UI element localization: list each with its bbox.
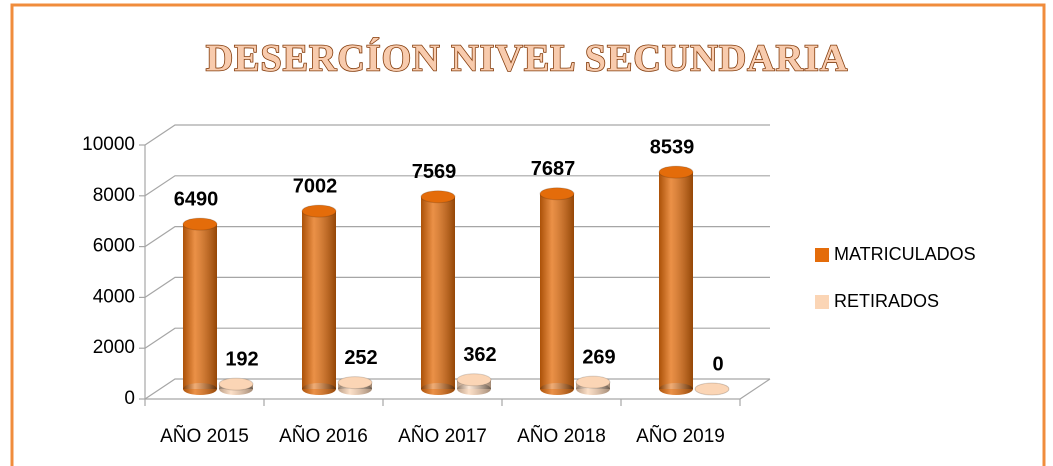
y-tick-label: 4000 bbox=[93, 286, 135, 307]
bar-shade bbox=[302, 211, 336, 389]
value-label: 252 bbox=[344, 347, 377, 369]
bar bbox=[694, 382, 730, 396]
chart-title: DESERCÍON NIVEL SECUNDARIA bbox=[206, 38, 849, 80]
grid-line bbox=[144, 124, 770, 146]
bar-top bbox=[658, 165, 694, 179]
value-label: 6490 bbox=[174, 188, 219, 210]
value-label: 269 bbox=[582, 346, 615, 368]
grid-line bbox=[144, 175, 770, 197]
bar-shade bbox=[540, 193, 574, 389]
y-tick-label: 10000 bbox=[82, 134, 135, 155]
value-label: 8539 bbox=[650, 136, 695, 158]
legend-swatch bbox=[815, 295, 829, 309]
bar bbox=[658, 165, 694, 395]
legend-label: MATRICULADOS bbox=[834, 244, 976, 264]
bar bbox=[420, 190, 456, 395]
bar bbox=[337, 376, 373, 395]
x-tick-label: AÑO 2019 bbox=[636, 425, 725, 447]
legend-swatch bbox=[815, 248, 829, 262]
x-tick-label: AÑO 2015 bbox=[160, 425, 249, 447]
bar bbox=[539, 187, 575, 395]
bar bbox=[218, 377, 254, 395]
bar bbox=[456, 373, 492, 395]
bar-bottom-shade bbox=[183, 383, 217, 395]
bar-top bbox=[539, 187, 575, 201]
y-tick-label: 0 bbox=[124, 388, 135, 409]
y-tick-label: 6000 bbox=[93, 236, 135, 257]
bar-bottom-shade bbox=[302, 383, 336, 395]
bar-bottom-shade bbox=[659, 383, 693, 395]
legend-label: RETIRADOS bbox=[834, 291, 939, 311]
x-tick-label: AÑO 2017 bbox=[398, 425, 487, 447]
bar-top bbox=[694, 382, 730, 396]
value-label: 7569 bbox=[412, 161, 457, 183]
y-tick-label: 8000 bbox=[93, 185, 135, 206]
value-label: 7687 bbox=[531, 158, 576, 180]
bar bbox=[575, 375, 611, 395]
bar bbox=[301, 204, 337, 395]
bar-shade bbox=[659, 172, 693, 389]
bar-top bbox=[456, 373, 492, 387]
bar-top bbox=[575, 375, 611, 389]
bar-top bbox=[218, 377, 254, 391]
bar-shade bbox=[421, 196, 455, 389]
bar bbox=[182, 217, 218, 395]
value-label: 192 bbox=[225, 348, 258, 370]
y-tick-label: 2000 bbox=[93, 337, 135, 358]
bar-top bbox=[301, 204, 337, 218]
frame bbox=[10, 3, 1046, 466]
value-label: 7002 bbox=[293, 175, 338, 197]
bar-bottom-shade bbox=[421, 383, 455, 395]
bar-top bbox=[182, 217, 218, 231]
x-tick-label: AÑO 2016 bbox=[279, 425, 368, 447]
bar-top bbox=[337, 376, 373, 390]
bar-bottom-shade bbox=[457, 383, 491, 395]
value-label: 0 bbox=[712, 353, 723, 375]
x-tick-label: AÑO 2018 bbox=[517, 425, 606, 447]
value-label: 362 bbox=[463, 344, 496, 366]
bar-shade bbox=[183, 224, 217, 389]
bar-bottom-shade bbox=[540, 383, 574, 395]
bar-top bbox=[420, 190, 456, 204]
